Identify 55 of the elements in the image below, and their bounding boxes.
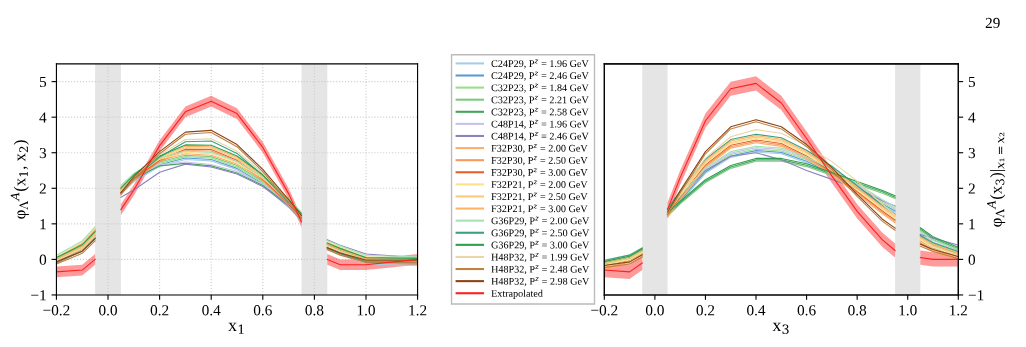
y2-axis-title: φ$_{Λ}$$^{A}$(x$_{3}$)|$_{x₁=x₂}$ xyxy=(987,132,1006,227)
y-tick-label: 2 xyxy=(39,183,46,194)
y2-tick-label: 1 xyxy=(969,219,975,230)
x-axis-title: x$_{3}$ xyxy=(772,322,789,335)
x-tick-label: 0.4 xyxy=(747,305,766,316)
legend-label: F32P30, P$^{z}$ = 3.00 GeV xyxy=(491,168,588,178)
legend-label: C48P14, P$^{z}$ = 1.96 GeV xyxy=(491,119,589,129)
y2-tick-label: 0 xyxy=(968,254,976,265)
legend-label: C48P14, P$^{z}$ = 2.46 GeV xyxy=(491,131,589,142)
y2-tick-label: 5 xyxy=(968,76,976,88)
legend-label: F32P21, P$^{z}$ = 2.00 GeV xyxy=(491,180,588,190)
legend-label: F32P30, P$^{z}$ = 2.50 GeV xyxy=(491,156,588,166)
x-tick-label: 0.4 xyxy=(202,305,221,316)
y-axis-title: φ$_{Λ}$$^{A}$(x$_{1}$, x$_{2}$) xyxy=(10,140,29,219)
x-tick-label: −0.2 xyxy=(591,305,618,316)
legend-label: G36P29, P$^{z}$ = 2.50 GeV xyxy=(491,228,590,238)
legend-label: F32P21, P$^{z}$ = 2.50 GeV xyxy=(491,192,588,202)
y-tick-label: 4 xyxy=(39,112,47,123)
legend-label: C24P29, P$^{z}$ = 1.96 GeV xyxy=(491,59,589,69)
x-tick-label: 0.8 xyxy=(305,305,324,316)
y2-tick-label: 4 xyxy=(968,112,976,123)
legend-label: C32P23, P$^{z}$ = 1.84 GeV xyxy=(491,83,589,93)
text: 29 xyxy=(985,17,1000,29)
x-tick-label: 1.0 xyxy=(899,305,917,316)
y-tick-label: −1 xyxy=(31,290,46,301)
legend-label: F32P21, P$^{z}$ = 3.00 GeV xyxy=(491,204,588,214)
y2-tick-label: −1 xyxy=(968,290,984,301)
x-tick-label: 0.0 xyxy=(645,305,664,316)
legend-label: G36P29, P$^{z}$ = 3.00 GeV xyxy=(491,240,590,250)
legend-label: H48P32, P$^{z}$ = 2.98 GeV xyxy=(491,277,590,287)
legend-label: C32P23, P$^{z}$ = 2.58 GeV xyxy=(491,107,589,117)
y-tick-label: 1 xyxy=(40,219,46,230)
legend-label: C24P29, P$^{z}$ = 2.46 GeV xyxy=(491,71,589,81)
legend-label: H48P32, P$^{z}$ = 2.48 GeV xyxy=(491,264,590,275)
x-tick-label: −0.2 xyxy=(43,305,70,316)
y2-tick-label: 3 xyxy=(968,147,976,159)
x-tick-label: 1.2 xyxy=(950,305,967,316)
legend-label: H48P32, P$^{z}$ = 1.99 GeV xyxy=(491,252,590,262)
x-tick-label: 1.2 xyxy=(409,305,427,316)
legend-label: G36P29, P$^{z}$ = 2.00 GeV xyxy=(491,216,590,226)
legend-label: C32P23, P$^{z}$ = 2.21 GeV xyxy=(491,95,589,105)
y2-tick-label: 2 xyxy=(968,183,975,194)
y-tick-label: 5 xyxy=(39,76,47,88)
y-tick-label: 0 xyxy=(39,254,47,265)
legend-label: Extrapolated xyxy=(491,289,543,299)
legend-label: F32P30, P$^{z}$ = 2.00 GeV xyxy=(491,144,588,154)
x-tick-label: 0.2 xyxy=(696,305,715,316)
x-tick-label: 0.0 xyxy=(99,305,117,316)
x-tick-label: 0.2 xyxy=(150,305,169,316)
x-axis-title: x$_{1}$ xyxy=(228,322,244,334)
x-tick-label: 0.6 xyxy=(253,305,272,316)
x-tick-label: 0.8 xyxy=(848,305,867,316)
x-tick-label: 0.6 xyxy=(797,305,816,316)
x-tick-label: 1.0 xyxy=(357,305,375,316)
y-tick-label: 3 xyxy=(39,147,47,159)
